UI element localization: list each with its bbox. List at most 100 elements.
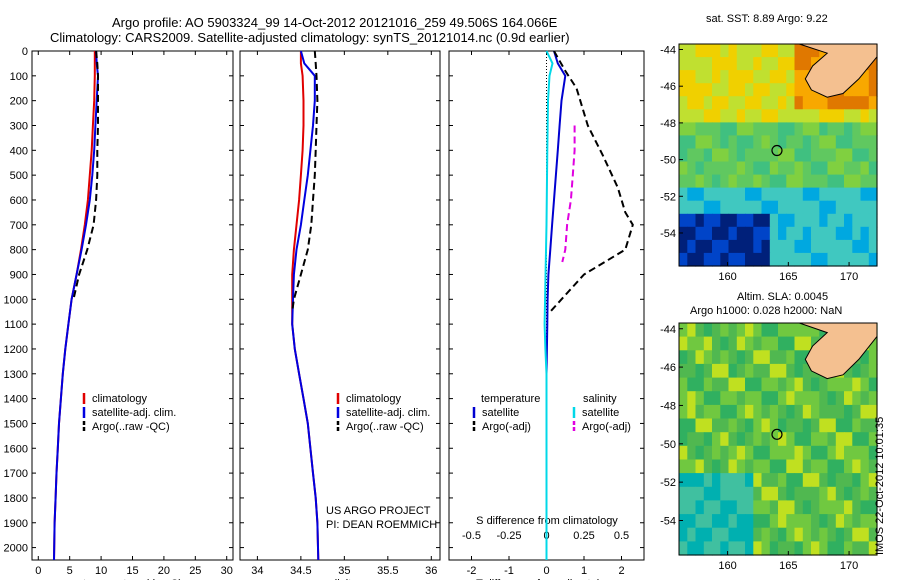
map-cell	[703, 350, 713, 365]
map-cell	[835, 187, 845, 202]
map-cell	[720, 213, 730, 228]
map-cell	[778, 44, 787, 58]
map-cell	[703, 323, 713, 338]
map-cell	[844, 83, 853, 97]
map-cell	[728, 83, 738, 97]
map-cell	[769, 350, 779, 365]
map-cell	[786, 323, 796, 338]
map-cell	[695, 445, 705, 460]
legend-label: satellite-adj. clim.	[346, 407, 430, 419]
series-line-salinity-argo-adj-	[561, 125, 576, 263]
map-cell	[794, 122, 804, 137]
map-cell	[802, 514, 812, 529]
map-cell	[703, 226, 713, 241]
map-cell	[835, 135, 845, 150]
map-cell	[778, 445, 787, 460]
map-cell	[852, 213, 862, 228]
map-cell	[852, 363, 862, 379]
map-cell	[778, 363, 787, 379]
map-cell	[852, 486, 862, 501]
map-cell	[687, 83, 697, 97]
map-cell	[802, 473, 812, 488]
legend-heading-salinity: salinity	[583, 393, 617, 405]
map-cell	[712, 350, 721, 365]
map-cell	[679, 541, 688, 556]
map-cell	[720, 57, 730, 71]
map-cell	[786, 514, 796, 529]
map-cell	[819, 213, 829, 228]
map-cell	[728, 336, 738, 351]
map-cell	[860, 226, 870, 241]
map-cell	[868, 200, 878, 215]
y-tick-label: 200	[10, 96, 28, 108]
map-cell	[868, 527, 878, 542]
map-cell	[852, 527, 862, 542]
map-cell	[736, 83, 746, 97]
map-cell	[745, 200, 754, 215]
map-cell	[761, 323, 771, 338]
map-cell	[868, 187, 878, 202]
y-tick-label: 1200	[4, 344, 28, 356]
map-cell	[753, 161, 763, 176]
map-cell	[712, 336, 721, 351]
map-cell	[687, 148, 697, 163]
map-cell	[679, 377, 688, 392]
map-cell	[844, 541, 853, 556]
map-cell	[827, 109, 837, 123]
map-cell	[687, 109, 697, 123]
map-cell	[778, 109, 787, 123]
map-cell	[753, 432, 763, 447]
map-cell	[753, 445, 763, 460]
map-cell	[703, 527, 713, 542]
y-tick-label: 100	[10, 71, 28, 83]
map-cell	[844, 187, 853, 202]
map-cell	[819, 404, 829, 420]
map-cell	[712, 187, 721, 202]
map-cell	[778, 486, 787, 501]
map-cell	[835, 161, 845, 176]
map-cell	[679, 239, 688, 254]
map-cell	[712, 148, 721, 163]
map-cell	[819, 391, 829, 406]
map-cell	[794, 363, 804, 379]
map-cell	[868, 391, 878, 406]
map-cell	[753, 486, 763, 501]
map-cell	[852, 239, 862, 254]
map-cell	[720, 109, 730, 123]
map-cell	[728, 109, 738, 123]
map-cell	[844, 213, 853, 228]
map-cell	[736, 174, 746, 189]
x-tick-label: 20	[158, 565, 170, 577]
map-cell	[695, 148, 705, 163]
map-cell	[695, 514, 705, 529]
x-tick-label: 34.5	[290, 565, 311, 577]
map-cell	[778, 323, 787, 338]
map-cell	[712, 486, 721, 501]
map-cell	[794, 187, 804, 202]
series-line-satellite-adj-clim-	[53, 50, 100, 561]
map-cell	[695, 252, 705, 267]
map-cell	[802, 432, 812, 447]
map-cell	[811, 500, 820, 515]
map-cell	[786, 161, 796, 176]
map-cell	[712, 109, 721, 123]
map-cell	[720, 226, 730, 241]
y-tick-label: 400	[10, 145, 28, 157]
map-top-title: sat. SST: 8.89 Argo: 9.22	[706, 13, 828, 25]
map-cell	[753, 418, 763, 433]
map-cell	[761, 377, 771, 392]
map-cell	[720, 200, 730, 215]
map-cell	[761, 445, 771, 460]
map-cell	[703, 148, 713, 163]
map-cell	[868, 363, 878, 379]
map-cell	[736, 350, 746, 365]
map-cell	[786, 135, 796, 150]
map-cell	[761, 57, 771, 71]
map-cell	[794, 135, 804, 150]
map-cell	[753, 473, 763, 488]
map-cell	[720, 187, 730, 202]
y-tick-label: 1700	[4, 468, 28, 480]
map-cell	[720, 500, 730, 515]
map-cell	[703, 418, 713, 433]
